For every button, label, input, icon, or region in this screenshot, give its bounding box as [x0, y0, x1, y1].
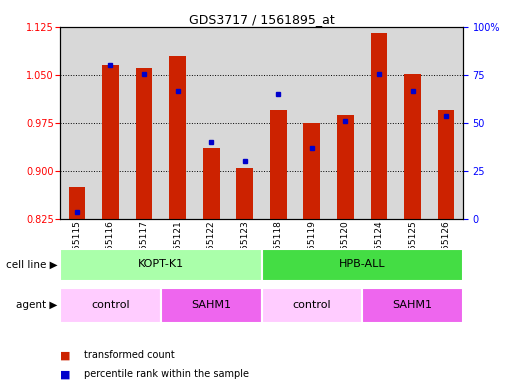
Text: transformed count: transformed count — [84, 350, 175, 360]
Bar — [69, 187, 85, 219]
Text: control: control — [292, 300, 331, 310]
Bar — [270, 110, 287, 219]
Bar — [362, 288, 463, 323]
Bar — [236, 168, 253, 219]
Bar — [135, 68, 152, 219]
Text: SAHM1: SAHM1 — [393, 300, 433, 310]
Bar — [262, 288, 362, 323]
Bar — [60, 288, 161, 323]
Bar — [102, 65, 119, 219]
Bar — [371, 33, 388, 219]
Bar — [161, 288, 262, 323]
Bar — [262, 250, 463, 280]
Text: HPB-ALL: HPB-ALL — [339, 259, 385, 269]
Bar — [169, 56, 186, 219]
Title: GDS3717 / 1561895_at: GDS3717 / 1561895_at — [189, 13, 334, 26]
Bar — [337, 114, 354, 219]
Text: ■: ■ — [60, 369, 71, 379]
Text: SAHM1: SAHM1 — [191, 300, 231, 310]
Bar — [303, 123, 320, 219]
Text: KOPT-K1: KOPT-K1 — [138, 259, 184, 269]
Bar — [438, 110, 454, 219]
Text: cell line ▶: cell line ▶ — [6, 260, 58, 270]
Bar — [203, 149, 220, 219]
Text: control: control — [91, 300, 130, 310]
Bar — [404, 74, 421, 219]
Text: agent ▶: agent ▶ — [16, 300, 58, 310]
Text: percentile rank within the sample: percentile rank within the sample — [84, 369, 248, 379]
Bar — [60, 250, 262, 280]
Text: ■: ■ — [60, 350, 71, 360]
